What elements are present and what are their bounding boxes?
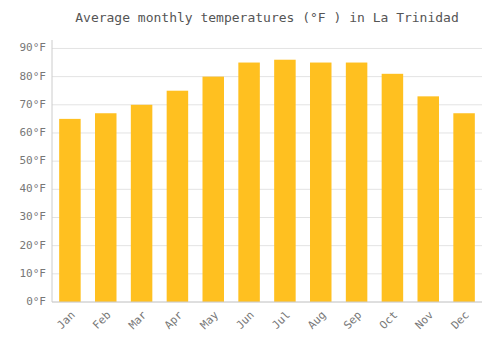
title: Average monthly temperatures (°F ) in La…	[75, 10, 459, 25]
bar	[238, 63, 259, 302]
x-axis-line	[52, 302, 482, 303]
bar	[131, 105, 153, 302]
y-tick-label: 0°F	[26, 295, 46, 308]
bar	[274, 60, 296, 302]
x-tick-label: Sep	[341, 309, 364, 332]
bar	[167, 91, 189, 302]
y-tick-label: 20°F	[20, 239, 47, 252]
x-tick-labels: Jan Feb Mar Apr May Jun Jul Aug Sep Oct Nov Dec	[54, 308, 471, 332]
bar	[59, 119, 81, 302]
x-tick-label: Feb	[90, 309, 113, 332]
x-tick-label: Jul	[269, 309, 292, 332]
chart: 0°F 10°F 20°F 30°F 40°F 50°F 60°F 70°F 80°F 90°F J…	[0, 0, 500, 350]
bars	[59, 60, 475, 302]
x-tick-label: Jan	[54, 309, 77, 332]
y-tick-label: 40°F	[20, 182, 47, 195]
bar	[203, 77, 225, 302]
bar	[453, 113, 475, 302]
y-tick-label: 70°F	[20, 98, 47, 111]
x-tick-label: Nov	[413, 308, 437, 332]
bar	[310, 63, 332, 302]
x-tick-label: Aug	[305, 309, 328, 332]
bar	[418, 96, 440, 302]
y-axis-line	[52, 40, 53, 302]
x-tick-label: Dec	[449, 309, 472, 332]
grid-line	[52, 302, 482, 303]
y-tick-label: 80°F	[20, 70, 47, 83]
y-tick-label: 50°F	[20, 154, 47, 167]
y-tick-label: 10°F	[20, 267, 47, 280]
y-tick-label: 60°F	[20, 126, 47, 139]
bar	[346, 63, 368, 302]
y-tick-label: 90°F	[20, 41, 47, 54]
grid-line	[52, 48, 482, 49]
bar	[382, 74, 404, 302]
x-tick-label: Apr	[162, 308, 186, 332]
bar	[95, 113, 117, 302]
x-tick-label: Mar	[126, 308, 150, 332]
grid-line	[52, 76, 482, 77]
x-tick-label: May	[198, 308, 222, 332]
x-tick-label: Oct	[377, 309, 400, 332]
y-tick-label: 30°F	[20, 210, 47, 223]
x-tick-label: Jun	[234, 309, 257, 332]
y-grid	[52, 48, 482, 302]
y-tick-labels: 0°F 10°F 20°F 30°F 40°F 50°F 60°F 70°F 80°F 90°F	[20, 41, 47, 308]
